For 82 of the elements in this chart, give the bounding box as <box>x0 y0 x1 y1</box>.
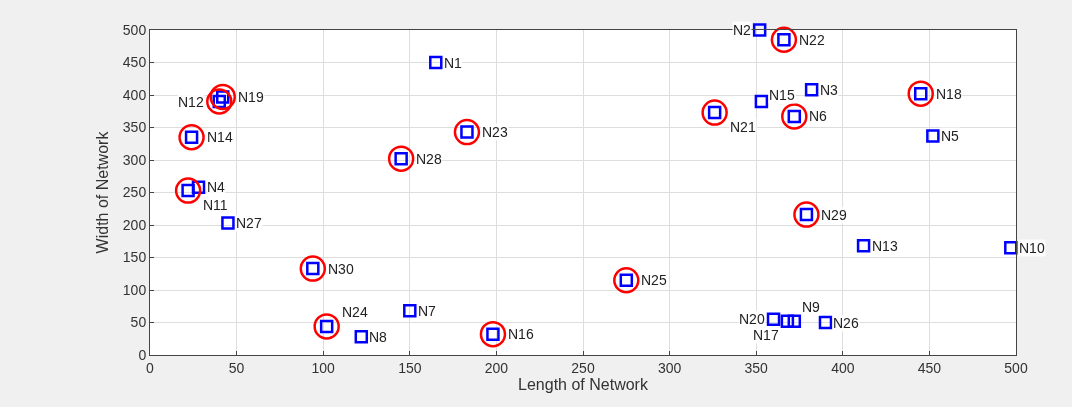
data-label: N21 <box>730 119 756 135</box>
x-tick-label: 150 <box>398 359 422 376</box>
data-label: N23 <box>482 124 508 140</box>
data-label: N12 <box>178 94 204 110</box>
y-axis-title: Width of Network <box>93 130 111 254</box>
point <box>299 255 327 282</box>
data-label: N20 <box>739 311 765 327</box>
data-label: N3 <box>820 82 839 98</box>
point <box>926 129 940 143</box>
y-tick-label: 300 <box>122 151 147 168</box>
point <box>701 99 728 126</box>
data-label: N28 <box>416 151 442 167</box>
point <box>387 145 415 172</box>
data-label: N18 <box>936 86 962 102</box>
data-label: N10 <box>1019 240 1045 256</box>
data-label: N29 <box>821 207 847 223</box>
point <box>780 314 795 328</box>
point <box>804 83 819 97</box>
x-tick-label: 400 <box>831 359 855 376</box>
data-label: N24 <box>342 304 368 320</box>
point <box>313 313 340 340</box>
point <box>856 239 871 253</box>
data-label: N8 <box>369 329 388 345</box>
data-label: N4 <box>207 179 226 195</box>
point <box>781 103 808 130</box>
point <box>453 118 481 146</box>
x-tick-label: 50 <box>228 359 245 376</box>
x-tick-label: 500 <box>1004 359 1028 376</box>
data-label: N16 <box>508 326 534 342</box>
data-label: N25 <box>641 272 667 288</box>
point <box>354 330 369 344</box>
y-tick-label: 150 <box>122 249 147 266</box>
point <box>787 314 802 328</box>
y-tick-label: 350 <box>122 119 147 136</box>
y-tick-label: 500 <box>122 21 147 38</box>
x-tick-label: 100 <box>311 359 336 376</box>
x-tick-label: 200 <box>484 359 509 376</box>
y-tick-label: 400 <box>122 86 147 103</box>
data-label: N1 <box>444 55 463 71</box>
y-tick-label: 50 <box>130 314 147 331</box>
x-axis-title: Length of Network <box>518 376 649 394</box>
data-label: N2 <box>733 22 752 38</box>
point <box>1004 241 1018 255</box>
point <box>209 83 236 111</box>
data-label: N5 <box>941 128 960 144</box>
point <box>221 216 235 230</box>
point <box>174 177 202 204</box>
point <box>429 55 443 70</box>
y-tick-label: 250 <box>122 184 147 201</box>
point <box>613 267 640 294</box>
point <box>206 88 233 115</box>
y-tick-label: 450 <box>122 54 147 71</box>
data-label: N9 <box>802 299 821 315</box>
data-label: N6 <box>809 108 828 124</box>
y-tick-label: 0 <box>138 346 147 363</box>
data-label: N19 <box>238 89 264 105</box>
data-label: N26 <box>833 315 859 331</box>
data-label: N11 <box>203 197 228 213</box>
data-label: N17 <box>753 327 779 343</box>
data-label: N15 <box>769 87 795 103</box>
point <box>479 320 507 348</box>
data-label: N22 <box>799 32 825 48</box>
x-tick-label: 300 <box>657 359 682 376</box>
point <box>403 304 417 318</box>
x-tick-label: 250 <box>571 359 595 376</box>
data-label: N27 <box>236 215 262 231</box>
data-label: N30 <box>328 261 354 277</box>
point <box>793 201 820 228</box>
x-tick-label: 350 <box>744 359 769 376</box>
point <box>766 312 781 326</box>
x-tick-label: 450 <box>917 359 942 376</box>
y-tick-label: 200 <box>122 216 147 233</box>
point <box>754 94 769 109</box>
y-tick-label: 100 <box>122 281 147 298</box>
data-label: N14 <box>207 129 233 145</box>
point <box>178 124 205 151</box>
point <box>770 26 798 53</box>
data-label: N7 <box>418 303 437 319</box>
data-label: N13 <box>872 238 898 254</box>
point <box>818 315 833 330</box>
point <box>907 80 934 107</box>
point <box>752 23 767 37</box>
